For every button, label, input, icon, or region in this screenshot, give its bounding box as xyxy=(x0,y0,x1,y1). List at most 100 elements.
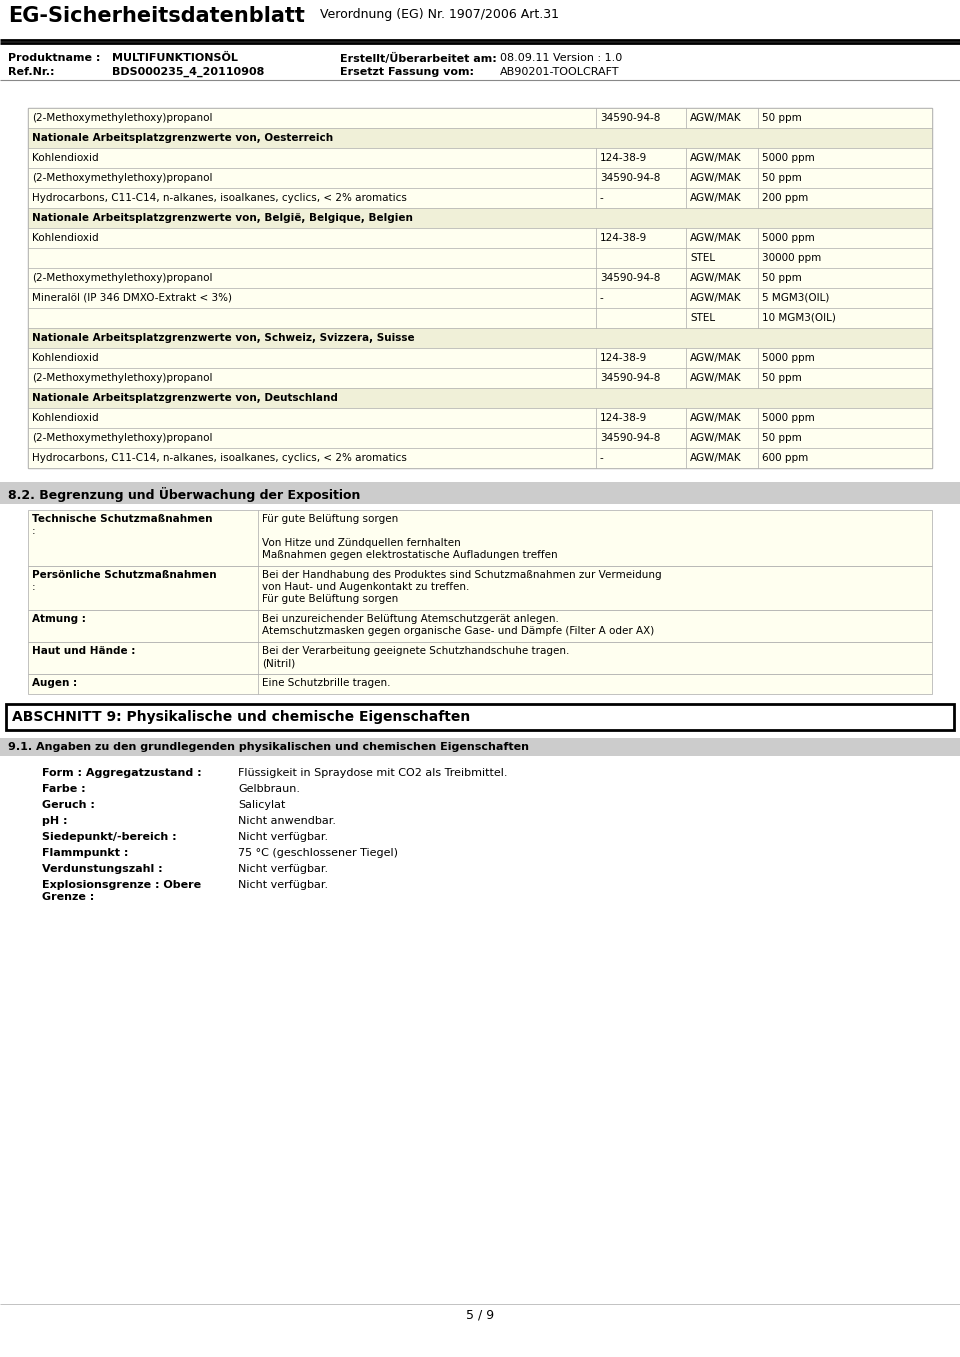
Text: Kohlendioxid: Kohlendioxid xyxy=(32,413,99,423)
Text: 34590-94-8: 34590-94-8 xyxy=(600,433,660,442)
Text: Siedepunkt/-bereich :: Siedepunkt/-bereich : xyxy=(42,832,177,841)
Text: AGW/MAK: AGW/MAK xyxy=(690,353,742,364)
Text: :: : xyxy=(32,527,36,536)
Text: Nicht verfügbar.: Nicht verfügbar. xyxy=(238,832,328,841)
Text: EG-Sicherheitsdatenblatt: EG-Sicherheitsdatenblatt xyxy=(8,5,305,26)
Text: Explosionsgrenze : Obere: Explosionsgrenze : Obere xyxy=(42,879,202,890)
Text: AGW/MAK: AGW/MAK xyxy=(690,373,742,383)
Bar xyxy=(0,482,960,503)
Text: Salicylat: Salicylat xyxy=(238,801,285,810)
Text: Kohlendioxid: Kohlendioxid xyxy=(32,153,99,163)
Text: Atmung :: Atmung : xyxy=(32,613,85,624)
Text: AGW/MAK: AGW/MAK xyxy=(690,433,742,442)
Text: AGW/MAK: AGW/MAK xyxy=(690,113,742,123)
Bar xyxy=(28,189,932,208)
Bar xyxy=(28,347,932,368)
Text: 8.2. Begrenzung und Überwachung der Exposition: 8.2. Begrenzung und Überwachung der Expo… xyxy=(8,487,360,502)
Text: Nicht verfügbar.: Nicht verfügbar. xyxy=(238,879,328,890)
Text: (Nitril): (Nitril) xyxy=(262,658,296,668)
Text: -: - xyxy=(600,453,604,463)
Text: (2-Methoxymethylethoxy)propanol: (2-Methoxymethylethoxy)propanol xyxy=(32,433,212,442)
Text: Mineralöl (IP 346 DMXO-Extrakt < 3%): Mineralöl (IP 346 DMXO-Extrakt < 3%) xyxy=(32,293,232,303)
Bar xyxy=(28,408,932,427)
Text: Haut und Hände :: Haut und Hände : xyxy=(32,646,135,655)
Bar xyxy=(28,288,932,308)
Bar xyxy=(28,308,932,328)
Text: von Haut- und Augenkontakt zu treffen.: von Haut- und Augenkontakt zu treffen. xyxy=(262,582,469,592)
Bar xyxy=(28,566,932,611)
Bar xyxy=(28,674,932,693)
Bar xyxy=(28,448,932,468)
Text: AGW/MAK: AGW/MAK xyxy=(690,413,742,423)
Text: Verordnung (EG) Nr. 1907/2006 Art.31: Verordnung (EG) Nr. 1907/2006 Art.31 xyxy=(320,8,559,20)
Text: 50 ppm: 50 ppm xyxy=(762,373,802,383)
Text: Flammpunkt :: Flammpunkt : xyxy=(42,848,129,858)
Bar xyxy=(28,267,932,288)
Bar xyxy=(28,168,932,189)
Text: Hydrocarbons, C11-C14, n-alkanes, isoalkanes, cyclics, < 2% aromatics: Hydrocarbons, C11-C14, n-alkanes, isoalk… xyxy=(32,453,407,463)
Text: Bei der Verarbeitung geeignete Schutzhandschuhe tragen.: Bei der Verarbeitung geeignete Schutzhan… xyxy=(262,646,569,655)
Bar xyxy=(28,109,932,468)
Text: 600 ppm: 600 ppm xyxy=(762,453,808,463)
Text: 34590-94-8: 34590-94-8 xyxy=(600,373,660,383)
Text: Für gute Belüftung sorgen: Für gute Belüftung sorgen xyxy=(262,514,398,524)
Text: Flüssigkeit in Spraydose mit CO2 als Treibmittel.: Flüssigkeit in Spraydose mit CO2 als Tre… xyxy=(238,768,508,778)
Bar xyxy=(28,128,932,148)
Text: Augen :: Augen : xyxy=(32,678,77,688)
Text: (2-Methoxymethylethoxy)propanol: (2-Methoxymethylethoxy)propanol xyxy=(32,172,212,183)
Text: Nationale Arbeitsplatzgrenzwerte von, Oesterreich: Nationale Arbeitsplatzgrenzwerte von, Oe… xyxy=(32,133,333,142)
Text: STEL: STEL xyxy=(690,252,715,263)
Text: Hydrocarbons, C11-C14, n-alkanes, isoalkanes, cyclics, < 2% aromatics: Hydrocarbons, C11-C14, n-alkanes, isoalk… xyxy=(32,193,407,204)
Text: Maßnahmen gegen elektrostatische Aufladungen treffen: Maßnahmen gegen elektrostatische Aufladu… xyxy=(262,550,558,560)
Text: 200 ppm: 200 ppm xyxy=(762,193,808,204)
Text: 5 MGM3(OIL): 5 MGM3(OIL) xyxy=(762,293,829,303)
Text: Form : Aggregatzustand :: Form : Aggregatzustand : xyxy=(42,768,202,778)
Text: Bei unzureichender Belüftung Atemschutzgerät anlegen.: Bei unzureichender Belüftung Atemschutzg… xyxy=(262,613,559,624)
Text: MULTIFUNKTIONSÖL: MULTIFUNKTIONSÖL xyxy=(112,53,238,62)
Text: Verdunstungszahl :: Verdunstungszahl : xyxy=(42,864,162,874)
Bar xyxy=(28,109,932,128)
Text: Produktname :: Produktname : xyxy=(8,53,101,62)
Bar xyxy=(28,208,932,228)
Text: -: - xyxy=(600,193,604,204)
Text: Geruch :: Geruch : xyxy=(42,801,95,810)
Text: 5000 ppm: 5000 ppm xyxy=(762,413,815,423)
Text: 50 ppm: 50 ppm xyxy=(762,433,802,442)
Text: 124-38-9: 124-38-9 xyxy=(600,233,647,243)
Text: Ref.Nr.:: Ref.Nr.: xyxy=(8,66,55,77)
Text: 50 ppm: 50 ppm xyxy=(762,172,802,183)
Text: Gelbbraun.: Gelbbraun. xyxy=(238,784,300,794)
Text: Kohlendioxid: Kohlendioxid xyxy=(32,233,99,243)
Text: AGW/MAK: AGW/MAK xyxy=(690,172,742,183)
Text: 30000 ppm: 30000 ppm xyxy=(762,252,821,263)
Text: Nationale Arbeitsplatzgrenzwerte von, België, Belgique, Belgien: Nationale Arbeitsplatzgrenzwerte von, Be… xyxy=(32,213,413,223)
Text: 124-38-9: 124-38-9 xyxy=(600,153,647,163)
Text: Technische Schutzmaßnahmen: Technische Schutzmaßnahmen xyxy=(32,514,212,524)
Bar xyxy=(28,368,932,388)
Text: pH :: pH : xyxy=(42,816,67,826)
Bar xyxy=(28,427,932,448)
Text: AGW/MAK: AGW/MAK xyxy=(690,153,742,163)
Text: Nationale Arbeitsplatzgrenzwerte von, Schweiz, Svizzera, Suisse: Nationale Arbeitsplatzgrenzwerte von, Sc… xyxy=(32,332,415,343)
Text: Grenze :: Grenze : xyxy=(42,892,94,902)
Text: Von Hitze und Zündquellen fernhalten: Von Hitze und Zündquellen fernhalten xyxy=(262,537,461,548)
Text: (2-Methoxymethylethoxy)propanol: (2-Methoxymethylethoxy)propanol xyxy=(32,273,212,284)
Text: (2-Methoxymethylethoxy)propanol: (2-Methoxymethylethoxy)propanol xyxy=(32,113,212,123)
Text: 124-38-9: 124-38-9 xyxy=(600,353,647,364)
Text: -: - xyxy=(600,293,604,303)
Text: Farbe :: Farbe : xyxy=(42,784,85,794)
Bar xyxy=(6,704,954,730)
Bar xyxy=(0,738,960,756)
Text: Atemschutzmasken gegen organische Gase- und Dämpfe (Filter A oder AX): Atemschutzmasken gegen organische Gase- … xyxy=(262,626,655,636)
Text: 34590-94-8: 34590-94-8 xyxy=(600,113,660,123)
Text: Nationale Arbeitsplatzgrenzwerte von, Deutschland: Nationale Arbeitsplatzgrenzwerte von, De… xyxy=(32,394,338,403)
Bar xyxy=(28,611,932,642)
Text: Eine Schutzbrille tragen.: Eine Schutzbrille tragen. xyxy=(262,678,391,688)
Bar xyxy=(28,510,932,566)
Text: Nicht anwendbar.: Nicht anwendbar. xyxy=(238,816,336,826)
Text: 5000 ppm: 5000 ppm xyxy=(762,233,815,243)
Text: AGW/MAK: AGW/MAK xyxy=(690,273,742,284)
Text: Für gute Belüftung sorgen: Für gute Belüftung sorgen xyxy=(262,594,398,604)
Text: Persönliche Schutzmaßnahmen: Persönliche Schutzmaßnahmen xyxy=(32,570,217,579)
Text: 34590-94-8: 34590-94-8 xyxy=(600,273,660,284)
